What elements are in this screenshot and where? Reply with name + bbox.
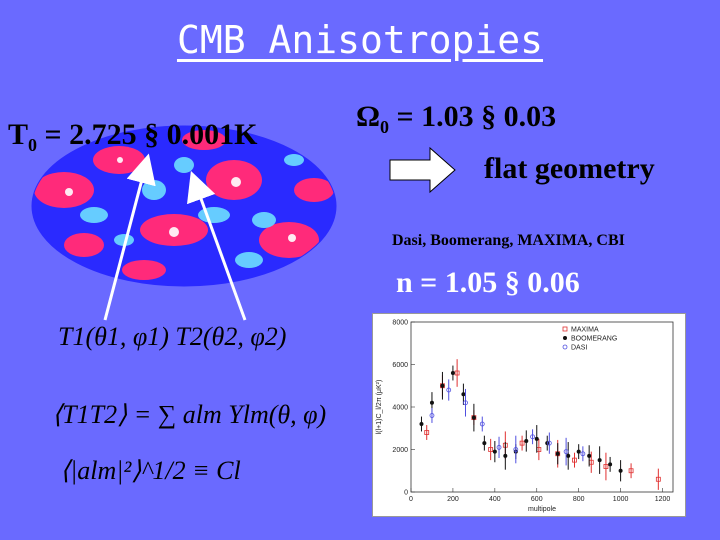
legend-label: BOOMERANG xyxy=(571,336,617,343)
temperature-symbol: T xyxy=(8,118,29,151)
omega-density: Ω0 = 1.03 § 0.03 xyxy=(356,100,556,138)
data-point-maxima xyxy=(655,476,661,482)
plot-frame xyxy=(410,321,674,493)
data-point-boomerang xyxy=(419,422,424,426)
data-point-maxima xyxy=(572,457,577,463)
data-point-boomerang xyxy=(440,383,445,388)
data-point-dasi xyxy=(563,449,569,455)
data-point-dasi xyxy=(513,447,519,452)
data-point-boomerang xyxy=(576,449,581,454)
y-tick-label: 4000 xyxy=(392,405,408,412)
data-point-dasi xyxy=(530,434,535,440)
legend-marker xyxy=(562,326,568,332)
data-point-maxima xyxy=(519,440,525,446)
cmb-sky-map xyxy=(31,125,337,287)
data-point-maxima xyxy=(488,447,494,452)
x-tick-label: 200 xyxy=(447,496,459,503)
omega-symbol: Ω xyxy=(356,100,381,133)
data-point-boomerang xyxy=(429,400,434,405)
data-point-boomerang xyxy=(587,453,592,458)
data-point-maxima xyxy=(424,430,430,435)
equation-correlation: ⟨T1T2⟩ = ∑ alm Ylm(θ, φ) xyxy=(52,400,327,429)
chart-svg: 0 200 400 600 800 1000 1200 0 2000 4000 6000 8000 mu… xyxy=(376,320,674,513)
legend-label: DASI xyxy=(571,345,587,352)
equation-cl: ⟨|alm|²⟩^1/2 ≡ Cl xyxy=(60,456,241,485)
x-tick-label: 1000 xyxy=(613,496,629,503)
y-tick-label: 2000 xyxy=(392,447,408,454)
x-tick-label: 600 xyxy=(531,496,543,503)
x-tick-label: 1200 xyxy=(655,496,671,503)
x-axis-label: multipole xyxy=(528,506,556,513)
arrow-left xyxy=(103,153,156,321)
data-point-dasi xyxy=(463,400,468,406)
y-axis-label: l(l+1)C_l/2π (μK²) xyxy=(376,380,383,435)
slide-title: CMB Anisotropies xyxy=(176,18,544,62)
flat-geometry-label: flat geometry xyxy=(484,152,655,185)
data-point-boomerang xyxy=(555,451,560,456)
data-point-boomerang xyxy=(461,392,466,397)
x-tick-label: 800 xyxy=(573,496,585,503)
data-point-dasi xyxy=(429,413,435,418)
y-tick-label: 6000 xyxy=(392,362,408,369)
x-tick-label: 400 xyxy=(489,496,501,503)
data-point-dasi xyxy=(496,444,502,450)
data-point-boomerang xyxy=(471,415,476,420)
legend-marker xyxy=(563,336,567,340)
data-point-boomerang xyxy=(597,458,602,463)
data-point-boomerang xyxy=(482,441,487,446)
data-point-boomerang xyxy=(524,439,529,443)
data-point-dasi xyxy=(546,440,552,446)
omega-subscript: 0 xyxy=(380,117,390,137)
y-tick-label: 0 xyxy=(404,490,408,497)
data-point-maxima xyxy=(454,370,460,376)
data-point-boomerang xyxy=(566,453,571,458)
legend-marker xyxy=(562,344,568,350)
x-tick-label: 0 xyxy=(409,496,413,503)
data-point-boomerang xyxy=(534,436,539,441)
data-point-maxima xyxy=(603,464,609,469)
legend-label: MAXIMA xyxy=(571,327,599,334)
y-tick-label: 8000 xyxy=(392,320,408,327)
experiments-label: Dasi, Boomerang, MAXIMA, CBI xyxy=(392,232,625,249)
data-point-boomerang xyxy=(450,371,455,375)
arrow-right-icon xyxy=(389,146,456,194)
data-point-boomerang xyxy=(618,468,623,473)
data-point-dasi xyxy=(446,387,452,393)
data-point-dasi xyxy=(479,421,485,427)
arrow-right xyxy=(187,170,247,321)
data-point-boomerang xyxy=(608,462,613,467)
data-point-maxima xyxy=(628,468,634,474)
temperature-value: = 2.725 § 0.001K xyxy=(44,118,258,151)
power-spectrum-chart: 0 200 400 600 800 1000 1200 0 2000 4000 6000 8000 mu… xyxy=(372,313,686,517)
data-point-boomerang xyxy=(492,449,497,454)
equation-temperatures: T1(θ1, φ1) T2(θ2, φ2) xyxy=(58,322,287,351)
data-point-boomerang xyxy=(503,453,508,458)
temperature-subscript: 0 xyxy=(28,135,38,155)
cmb-temperature: T0 = 2.725 § 0.001K xyxy=(8,118,257,156)
data-point-dasi xyxy=(580,451,586,457)
spectral-index: n = 1.05 § 0.06 xyxy=(396,266,580,299)
omega-value: = 1.03 § 0.03 xyxy=(396,100,557,133)
